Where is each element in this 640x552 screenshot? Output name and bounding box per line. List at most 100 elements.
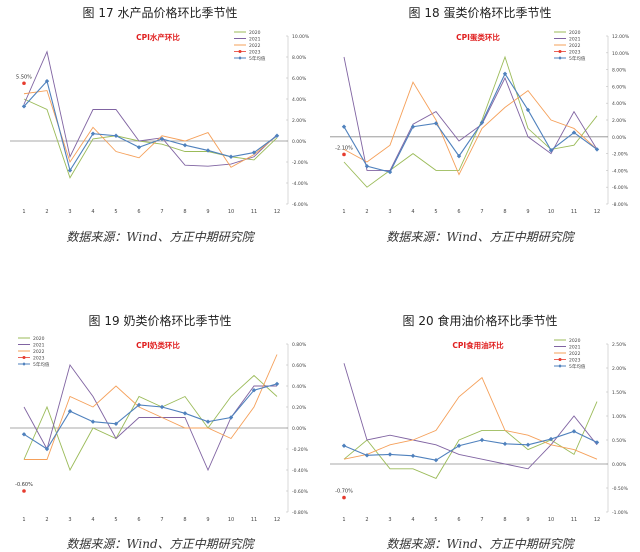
x-tick-label: 12	[274, 209, 280, 215]
point-avg	[387, 452, 393, 457]
point-avg	[136, 402, 142, 408]
x-tick-label: 12	[274, 517, 280, 523]
series-line-avg	[23, 80, 278, 172]
x-tick-label: 10	[228, 517, 234, 523]
point-avg	[548, 436, 554, 442]
x-tick-label: 3	[68, 209, 71, 215]
x-tick-label: 8	[503, 517, 506, 523]
x-tick-label: 2	[365, 209, 368, 215]
x-tick-label: 7	[480, 517, 483, 523]
point-2023	[22, 489, 26, 493]
x-tick-label: 3	[388, 517, 391, 523]
x-tick-label: 3	[388, 209, 391, 215]
legend-marker-2023	[558, 50, 562, 53]
legend-label: 2023	[33, 355, 45, 361]
x-tick-label: 5	[114, 517, 117, 523]
y-tick-label: 0.50%	[612, 438, 627, 444]
point-avg	[594, 147, 600, 152]
chart-title: CPI奶类环比	[136, 340, 180, 350]
point-avg	[571, 429, 577, 434]
x-tick-label: 12	[594, 209, 600, 215]
legend-marker-avg	[558, 56, 562, 60]
x-tick-label: 4	[411, 517, 414, 523]
y-tick-label: -0.40%	[292, 468, 309, 474]
point-label-2023: 5.50%	[16, 74, 32, 80]
point-2023	[342, 495, 346, 500]
point-avg	[44, 78, 50, 84]
x-tick-label: 9	[526, 517, 529, 523]
chart-eggs: -8.00% -6.00% -4.00% -2.00% 0.00% 2.00% 4.00% 6…	[330, 30, 630, 215]
point-avg	[228, 415, 234, 420]
series-line-2022	[343, 81, 598, 176]
x-tick-label: 7	[160, 517, 163, 523]
point-avg	[182, 411, 188, 416]
point-avg	[113, 133, 119, 138]
x-tick-label: 1	[22, 517, 25, 523]
x-tick-label: 4	[91, 517, 94, 523]
y-tick-label: 0.00%	[292, 139, 307, 145]
series-line-2022	[24, 354, 278, 460]
y-tick-label: -4.00%	[612, 168, 629, 174]
x-tick-label: 2	[365, 517, 368, 523]
point-avg	[341, 124, 347, 129]
legend-label: 2020	[33, 336, 45, 342]
point-avg	[44, 446, 50, 452]
point-avg	[571, 130, 577, 135]
figure-title-20: 图 20 食用油价格环比季节性	[402, 314, 558, 328]
legend-label: 5年均值	[569, 55, 586, 62]
legend-label: 2022	[249, 43, 261, 49]
point-avg	[205, 419, 211, 424]
chart-title: CPI蛋类环比	[456, 32, 500, 42]
y-tick-label: -8.00%	[612, 202, 629, 208]
point-avg	[433, 457, 439, 463]
point-2023	[22, 81, 26, 86]
legend-marker-2023	[22, 356, 26, 359]
x-tick-label: 5	[114, 209, 117, 215]
chart-aquatic-products: -6.00% -4.00% -2.00% 0.00% 2.00% 4.00% 6.00% 8.…	[10, 30, 310, 215]
x-tick-label: 6	[137, 209, 140, 215]
x-tick-label: 11	[571, 517, 577, 523]
series-line-2020	[343, 55, 598, 188]
legend-label: 2023	[569, 357, 581, 363]
y-tick-label: 1.50%	[612, 390, 627, 396]
point-avg	[90, 131, 96, 136]
point-avg	[548, 148, 554, 153]
source-note-20: 数据来源：Wind、方正中期研究院	[386, 537, 574, 551]
figure-title-17: 图 17 水产品价格环比季节性	[82, 6, 238, 20]
chart-edible-oil: -1.00% -0.50% 0.00% 0.50% 1.00% 1.50% 2.00% 2.5…	[330, 338, 629, 523]
chart-dairy: -0.80% -0.60% -0.40% -0.20% 0.00% 0.20% 0.40% 0…	[10, 336, 309, 523]
x-tick-label: 10	[228, 209, 234, 215]
legend-label: 2021	[249, 36, 261, 42]
y-tick-label: 0.00%	[612, 135, 627, 141]
x-tick-label: 2	[45, 517, 48, 523]
legend-marker-2023	[238, 50, 242, 53]
series-line-2022	[23, 90, 278, 168]
x-tick-label: 4	[411, 209, 414, 215]
y-tick-label: 2.50%	[612, 342, 627, 348]
series-line-2022	[343, 376, 598, 460]
x-tick-label: 9	[526, 209, 529, 215]
point-avg	[502, 441, 508, 447]
legend-label: 2023	[569, 49, 581, 55]
source-note-18: 数据来源：Wind、方正中期研究院	[386, 230, 574, 244]
y-tick-label: 4.00%	[612, 101, 627, 107]
point-avg	[387, 169, 393, 175]
legend-label: 2023	[249, 49, 261, 55]
series-line-2021	[23, 50, 278, 167]
y-tick-label: 6.00%	[612, 84, 627, 90]
x-tick-label: 1	[342, 517, 345, 523]
x-tick-label: 6	[457, 517, 460, 523]
y-tick-label: -6.00%	[292, 202, 309, 208]
point-avg	[456, 153, 462, 159]
point-avg	[67, 409, 73, 414]
legend-label: 5年均值	[249, 55, 266, 62]
y-tick-label: 2.00%	[612, 118, 627, 124]
legend-marker-avg	[558, 364, 562, 368]
y-tick-label: 8.00%	[612, 68, 627, 74]
legend-label: 2020	[249, 30, 261, 36]
y-tick-label: 1.00%	[612, 414, 627, 420]
x-tick-label: 8	[183, 517, 186, 523]
series-line-2020	[23, 374, 278, 472]
x-tick-label: 9	[206, 517, 209, 523]
y-tick-label: 2.00%	[292, 118, 307, 124]
